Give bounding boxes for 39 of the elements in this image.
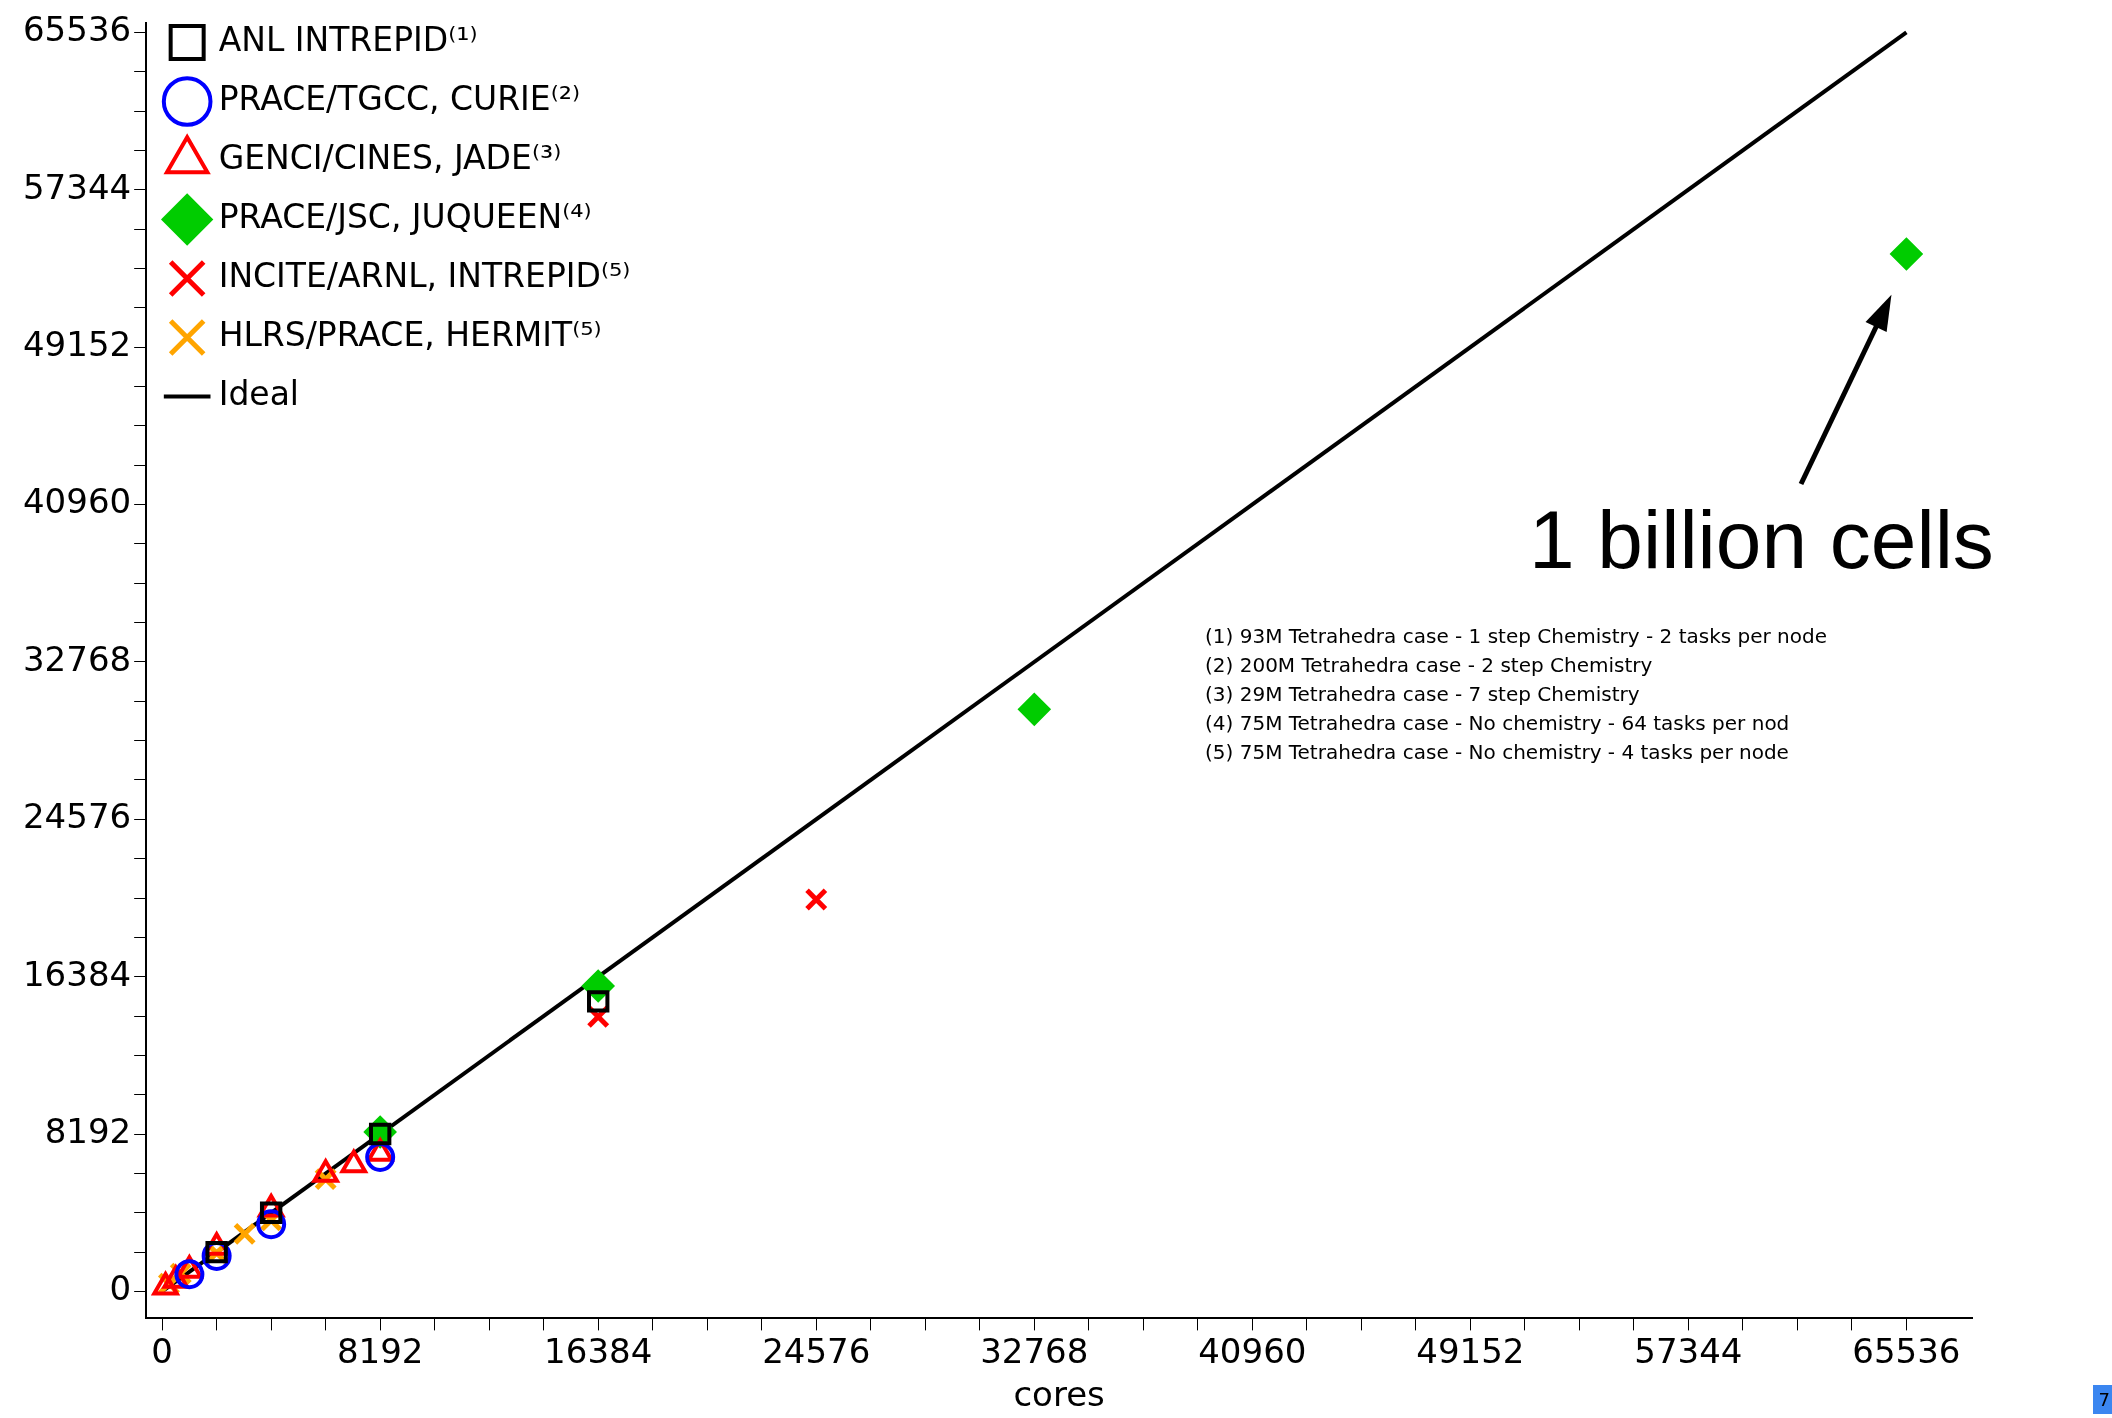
point: [1018, 693, 1051, 726]
y-tick-label: 8192: [44, 1110, 132, 1151]
x-tick-label: 40960: [1198, 1330, 1307, 1371]
annotation: (3) 29M Tetrahedra case - 7 step Chemistry: [1205, 681, 1641, 708]
point: [1890, 237, 1923, 270]
x-tick-label: 49152: [1416, 1330, 1525, 1371]
legend-label: Ideal: [218, 374, 300, 414]
annotation: (5) 75M Tetrahedra case - No chemistry - 4 tasks per node: [1205, 739, 1790, 766]
annotation: (1) 93M Tetrahedra case - 1 step Chemistry - 2 tasks per node: [1205, 623, 1828, 650]
text: 7: [2092, 1385, 2112, 1414]
x-tick-label: 65536: [1852, 1330, 1961, 1371]
point: [174, 1259, 205, 1290]
legend-label: PRACE/JSC, JUQUEEN⁽⁴⁾: [218, 197, 592, 237]
point: [804, 887, 828, 912]
x-tick-label: 8192: [336, 1330, 424, 1371]
y-tick-label: 65536: [22, 9, 132, 50]
y-tick-label: 57344: [22, 166, 132, 207]
annotation: 1 billion cells: [1528, 493, 1994, 585]
x-tick-label: 16384: [544, 1330, 653, 1371]
point: [232, 1222, 257, 1246]
x-tick-label: 24576: [762, 1330, 871, 1371]
y-tick-label: 24576: [22, 796, 132, 837]
y-tick-label: 40960: [22, 481, 132, 522]
legend-label: ANL INTREPID⁽¹⁾: [218, 20, 478, 60]
point: [587, 990, 610, 1013]
legend-label: INCITE/ARNL, INTREPID⁽⁵⁾: [218, 256, 631, 296]
y-tick-label: 16384: [22, 953, 132, 994]
x-tick-label: 57344: [1634, 1330, 1743, 1371]
legend-label: HLRS/PRACE, HERMIT⁽⁵⁾: [218, 315, 602, 355]
x-tick-label: 0: [151, 1330, 173, 1371]
legend-label: GENCI/CINES, JADE⁽³⁾: [218, 138, 562, 178]
y-tick-label: 0: [109, 1268, 132, 1309]
legend-label: PRACE/TGCC, CURIE⁽²⁾: [218, 79, 581, 119]
y-tick-label: 32768: [22, 638, 132, 679]
x-axis-title: cores: [1013, 1374, 1105, 1415]
annotation: (2) 200M Tetrahedra case - 2 step Chemistry: [1205, 652, 1654, 679]
annotation: (4) 75M Tetrahedra case - No chemistry - 64 tasks per nod: [1205, 710, 1791, 737]
x-tick-label: 32768: [980, 1330, 1089, 1371]
y-tick-label: 49152: [22, 323, 132, 364]
